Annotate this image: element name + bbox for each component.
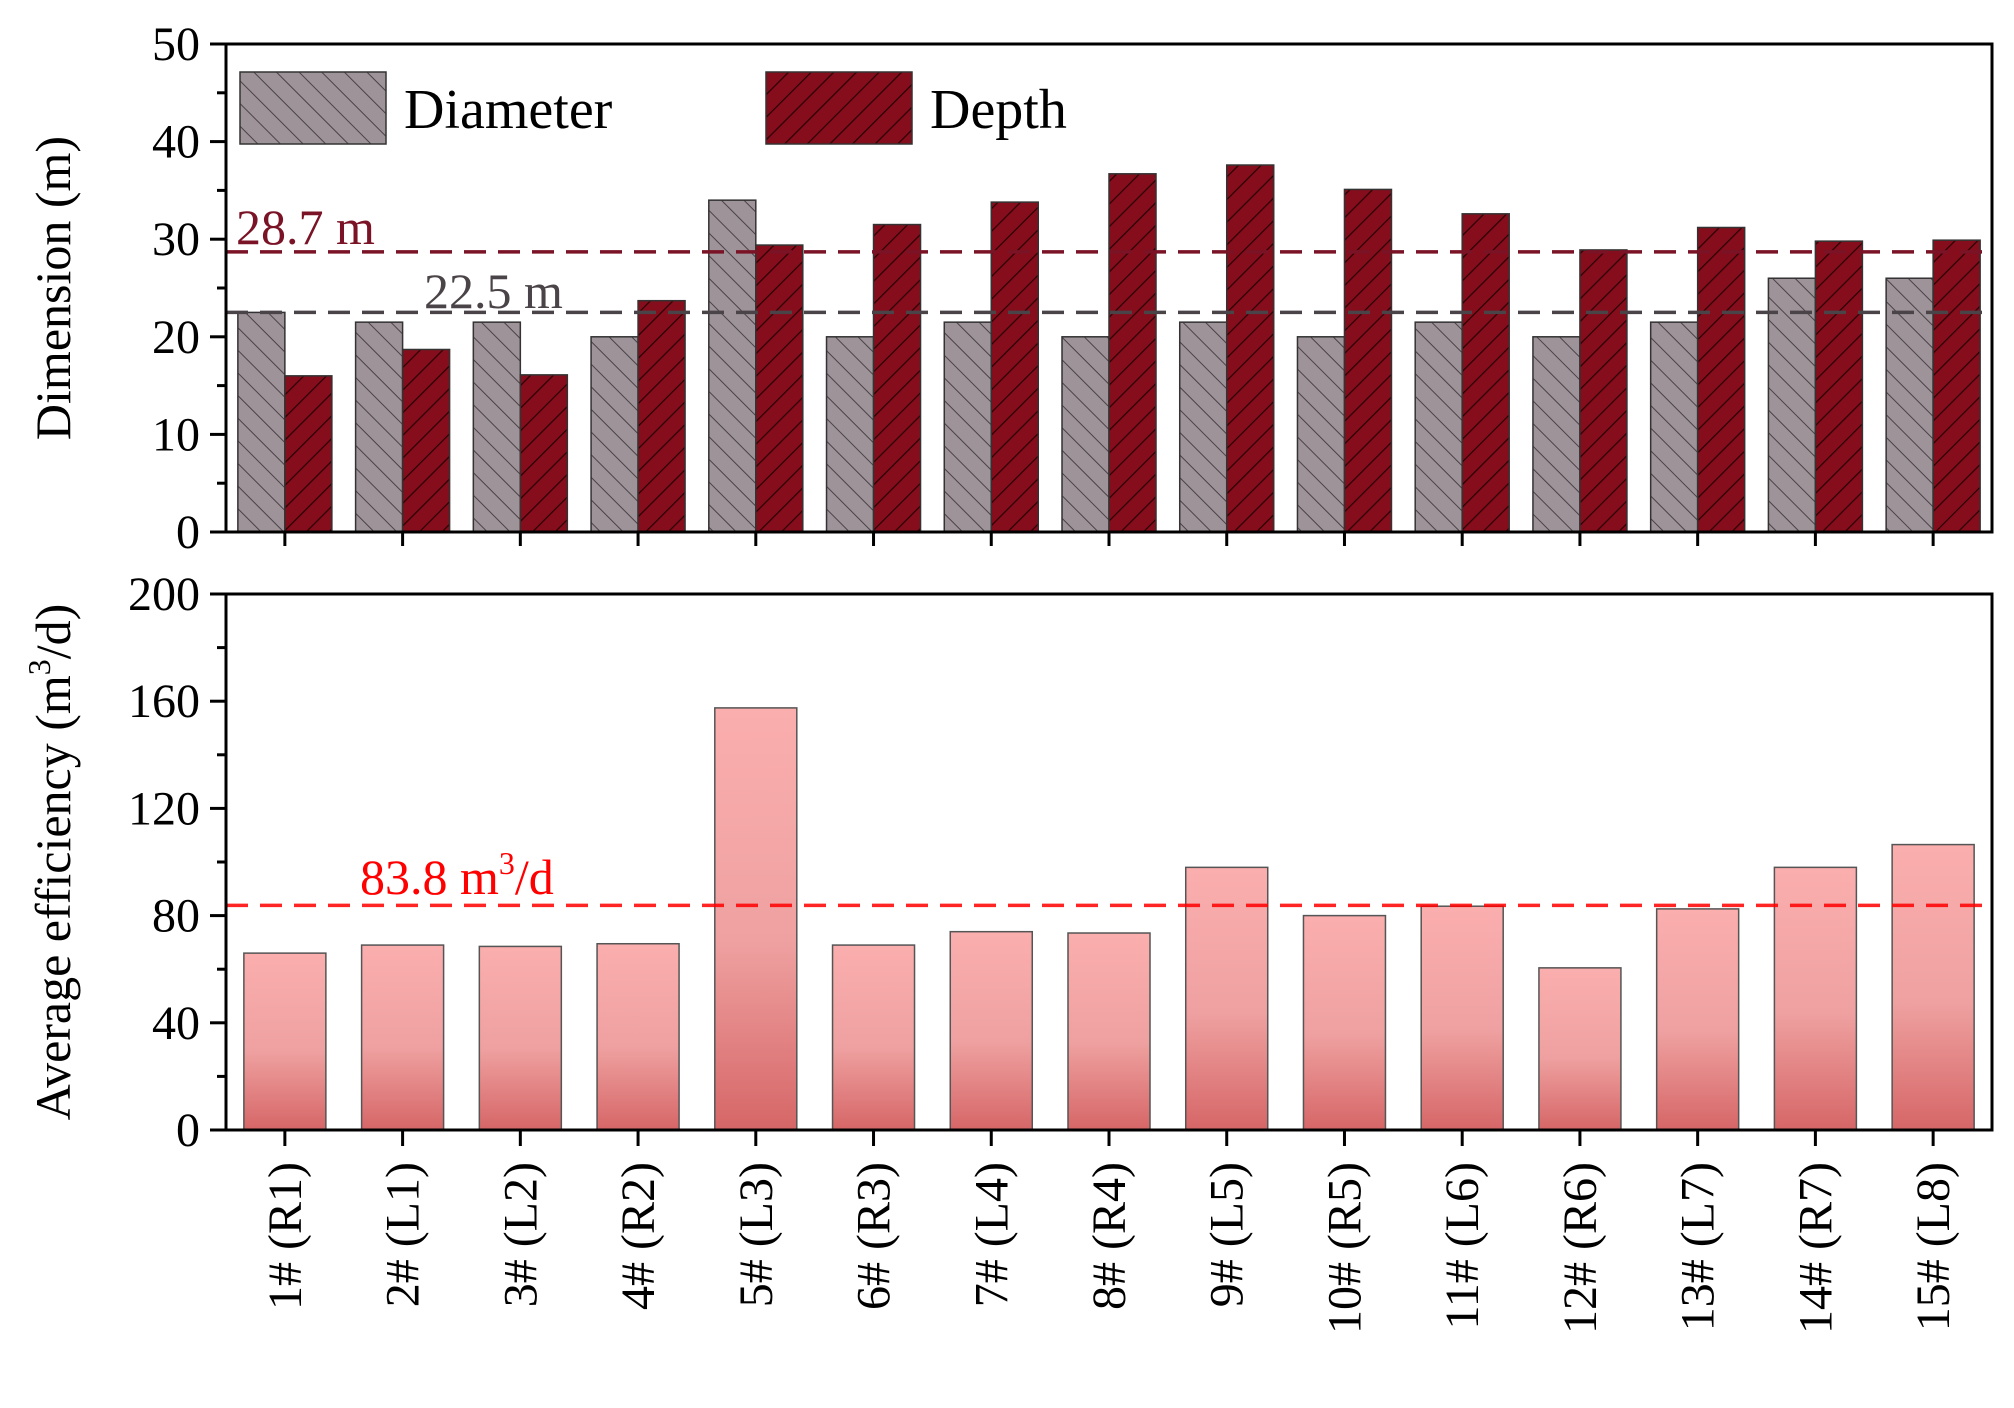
bottom-ytick-label-80: 80 bbox=[152, 890, 200, 943]
bottom-ytick-label-120: 120 bbox=[128, 782, 200, 835]
ref-label-depth-avg: 28.7 m bbox=[236, 199, 375, 255]
bar-diameter-7 bbox=[943, 321, 993, 533]
top-ytick-label-30: 30 bbox=[152, 213, 200, 266]
bar-efficiency-13 bbox=[1655, 908, 1740, 1131]
bottom-ytick-label-0: 0 bbox=[176, 1104, 200, 1157]
bar-efficiency-11 bbox=[1420, 905, 1504, 1131]
bar-depth-1 bbox=[284, 375, 333, 533]
bar-efficiency-4 bbox=[596, 942, 680, 1131]
legend-swatch-depth bbox=[765, 71, 913, 145]
top-ytick-label-10: 10 bbox=[152, 408, 200, 461]
bar-depth-6 bbox=[872, 223, 922, 533]
bar-depth-9 bbox=[1225, 164, 1275, 533]
bottom-ytick-label-200: 200 bbox=[128, 568, 200, 621]
bar-depth-8 bbox=[1108, 173, 1157, 533]
bar-depth-13 bbox=[1696, 226, 1746, 533]
bar-diameter-6 bbox=[825, 336, 875, 533]
bar-diameter-10 bbox=[1296, 336, 1346, 533]
bottom-y-axis-title: Average efficiency (m3/d) bbox=[21, 604, 81, 1121]
bar-depth-14 bbox=[1814, 240, 1864, 533]
legend-label-depth: Depth bbox=[930, 79, 1067, 141]
category-label-7: 7# (L4) bbox=[965, 1162, 1018, 1307]
category-label-15: 15# (L8) bbox=[1907, 1162, 1960, 1331]
bar-diameter-11 bbox=[1414, 321, 1463, 533]
bar-depth-10 bbox=[1343, 188, 1393, 533]
category-label-14: 14# (R7) bbox=[1789, 1162, 1842, 1334]
bar-depth-11 bbox=[1461, 213, 1510, 533]
bar-depth-4 bbox=[637, 299, 686, 533]
bar-efficiency-6 bbox=[831, 944, 916, 1131]
category-label-13: 13# (L7) bbox=[1672, 1162, 1725, 1331]
bar-efficiency-7 bbox=[949, 930, 1034, 1131]
bar-efficiency-15 bbox=[1891, 843, 1975, 1131]
category-label-10: 10# (R5) bbox=[1318, 1162, 1371, 1334]
bar-diameter-9 bbox=[1178, 321, 1228, 533]
bottom-y-axis-title-sup: 3 bbox=[21, 659, 57, 675]
bottom-ytick-label-40: 40 bbox=[152, 997, 200, 1050]
ref-label-efficiency-end: /d bbox=[515, 849, 554, 905]
bar-efficiency-5 bbox=[714, 707, 798, 1131]
top-ytick-label-50: 50 bbox=[152, 18, 200, 71]
top-ytick-label-20: 20 bbox=[152, 311, 200, 364]
bar-diameter-3 bbox=[472, 321, 522, 533]
bottom-y-ticks: 0 40 80 120 160 200 bbox=[128, 568, 226, 1157]
category-label-5: 5# (L3) bbox=[730, 1162, 783, 1307]
category-label-3: 3# (L2) bbox=[494, 1162, 547, 1307]
bar-depth-15 bbox=[1932, 239, 1981, 533]
bottom-x-ticks bbox=[283, 1130, 1935, 1146]
category-label-1: 1# (R1) bbox=[259, 1162, 312, 1310]
bar-efficiency-2 bbox=[360, 944, 445, 1131]
category-label-8: 8# (R4) bbox=[1083, 1162, 1136, 1310]
bar-efficiency-8 bbox=[1067, 932, 1151, 1131]
category-label-6: 6# (R3) bbox=[848, 1162, 901, 1310]
ref-label-efficiency-sup: 3 bbox=[499, 845, 515, 881]
legend-label-diameter: Diameter bbox=[404, 79, 613, 141]
category-label-4: 4# (R2) bbox=[612, 1162, 665, 1310]
top-panel: 0 10 20 30 40 50 Dimension (m) Diameter Depth… bbox=[25, 18, 1994, 559]
top-bars bbox=[237, 164, 1981, 533]
bar-diameter-1 bbox=[237, 311, 286, 533]
bar-depth-2 bbox=[401, 348, 451, 533]
bar-diameter-4 bbox=[590, 336, 639, 533]
category-labels: 1# (R1) 2# (L1) 3# (L2) 4# (R2) 5# (L3) 6# (R… bbox=[259, 1162, 1960, 1334]
top-reference-lines bbox=[226, 250, 1992, 315]
bar-depth-7 bbox=[990, 201, 1040, 533]
bottom-y-axis-title-main: Average efficiency (m bbox=[25, 675, 81, 1120]
category-label-9: 9# (L5) bbox=[1201, 1162, 1254, 1307]
bottom-y-axis-title-end: /d) bbox=[25, 604, 81, 660]
legend: Diameter Depth bbox=[239, 71, 1067, 145]
bar-depth-5 bbox=[755, 244, 804, 533]
bar-diameter-14 bbox=[1767, 277, 1817, 533]
bar-diameter-2 bbox=[354, 321, 404, 533]
top-y-ticks: 0 10 20 30 40 50 bbox=[152, 18, 226, 559]
bar-diameter-5 bbox=[708, 199, 757, 533]
ref-label-efficiency-avg: 83.8 m3/d bbox=[360, 845, 554, 905]
top-ytick-label-40: 40 bbox=[152, 116, 200, 169]
bar-efficiency-1 bbox=[243, 952, 327, 1131]
bar-efficiency-3 bbox=[478, 945, 563, 1131]
category-label-11: 11# (L6) bbox=[1436, 1162, 1489, 1330]
bar-diameter-13 bbox=[1649, 321, 1699, 533]
top-ytick-label-0: 0 bbox=[176, 506, 200, 559]
bar-efficiency-10 bbox=[1302, 914, 1387, 1131]
bar-depth-3 bbox=[519, 374, 569, 533]
category-label-2: 2# (L1) bbox=[377, 1162, 430, 1307]
bottom-ytick-label-160: 160 bbox=[128, 675, 200, 728]
bar-diameter-12 bbox=[1532, 336, 1581, 533]
bar-diameter-15 bbox=[1885, 277, 1934, 533]
ref-label-efficiency-main: 83.8 m bbox=[360, 849, 499, 905]
category-label-12: 12# (R6) bbox=[1554, 1162, 1607, 1334]
bottom-bars bbox=[243, 707, 1975, 1131]
top-x-ticks bbox=[283, 532, 1935, 546]
ref-label-diameter-avg: 22.5 m bbox=[424, 263, 563, 319]
legend-swatch-diameter bbox=[239, 71, 387, 145]
bar-depth-12 bbox=[1579, 249, 1628, 533]
bar-efficiency-12 bbox=[1538, 967, 1622, 1131]
bar-diameter-8 bbox=[1061, 336, 1110, 533]
top-y-axis-title: Dimension (m) bbox=[25, 136, 81, 440]
